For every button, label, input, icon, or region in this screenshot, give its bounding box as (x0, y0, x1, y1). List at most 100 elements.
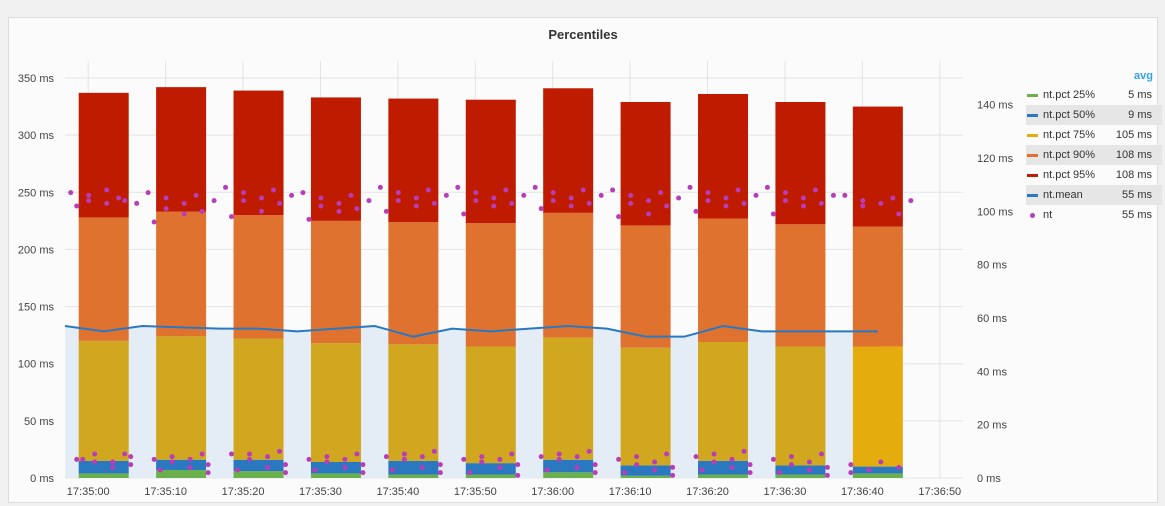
legend-item[interactable]: nt.mean 55 ms (1026, 185, 1162, 205)
nt-point (377, 184, 383, 190)
nt-point (538, 206, 544, 212)
panel-title: Percentiles (548, 27, 618, 42)
nt-point (443, 192, 449, 198)
legend-item[interactable]: nt.pct 90% 108 ms (1026, 145, 1162, 165)
nt-point (431, 200, 437, 206)
bar-segment (388, 460, 439, 475)
bar-segment (78, 473, 129, 478)
nt-point (419, 464, 425, 470)
legend-item-name[interactable]: nt.mean (1043, 189, 1083, 201)
bar-segment (388, 98, 439, 222)
chart-panel: Percentiles 0 ms 50 ms 100 ms 150 ms 200 ms 2… (8, 17, 1162, 503)
x-tick-label: 17:35:20 (222, 486, 265, 498)
legend-item-avg: 5 ms (1128, 89, 1152, 101)
legend-item-name[interactable]: nt.pct 25% (1043, 89, 1095, 101)
nt-point (104, 200, 110, 206)
nt-point (86, 192, 92, 198)
nt-point (241, 190, 247, 196)
legend-item-avg: 108 ms (1115, 169, 1152, 181)
nt-point (532, 184, 538, 190)
legend-item[interactable]: nt.pct 75% 105 ms (1026, 125, 1162, 145)
nt-point (860, 198, 866, 204)
nt-point (395, 190, 401, 196)
nt-point (687, 184, 693, 190)
nt-point (300, 190, 306, 196)
x-tick-label: 17:36:30 (764, 486, 807, 498)
nt-point (800, 203, 806, 209)
y-right-tick-label: 0 ms (977, 473, 1001, 485)
bar-segment (620, 225, 671, 348)
legend-item-name[interactable]: nt.pct 90% (1043, 149, 1095, 161)
x-tick-label: 17:36:10 (609, 486, 652, 498)
bar-segment (543, 459, 594, 473)
nt-point (652, 459, 658, 465)
nt-point (723, 203, 729, 209)
nt-point (782, 190, 788, 196)
bar-segment (698, 342, 749, 461)
legend-item-avg: 105 ms (1115, 129, 1152, 141)
nt-point (247, 456, 253, 462)
nt-point (235, 467, 241, 473)
x-tick-label: 17:36:20 (686, 486, 729, 498)
nt-point (538, 454, 544, 460)
legend-item-avg: 55 ms (1122, 209, 1152, 221)
nt-point (896, 211, 902, 217)
legend-avg-header[interactable]: avg (1134, 70, 1153, 82)
bar-segment (543, 337, 594, 460)
nt-point (878, 459, 884, 465)
bar-segment (852, 226, 903, 347)
legend-swatch (1027, 154, 1038, 157)
bar-segment (310, 462, 361, 474)
nt-point (354, 206, 360, 212)
legend-item-avg: 9 ms (1128, 109, 1152, 121)
nt-point (491, 203, 497, 209)
nt-point (241, 198, 247, 204)
x-tick-label: 17:35:30 (299, 486, 342, 498)
bar-segment (233, 459, 284, 472)
legend-item[interactable]: nt 55 ms (1026, 205, 1162, 225)
nt-point (479, 459, 485, 465)
nt-point (283, 462, 289, 468)
bar-segment (310, 97, 361, 221)
nt-point (896, 464, 902, 470)
legend-item-name[interactable]: nt.pct 75% (1043, 129, 1095, 141)
y-right-tick-label: 120 ms (977, 153, 1014, 165)
nt-point (741, 448, 747, 454)
nt-point (283, 470, 289, 476)
nt-point (711, 451, 717, 457)
nt-point (818, 200, 824, 206)
legend-item-name[interactable]: nt.pct 50% (1043, 109, 1095, 121)
legend-item[interactable]: nt.pct 50% 9 ms (1026, 105, 1162, 125)
bar-segment (78, 92, 129, 218)
legend-item-name[interactable]: nt (1043, 209, 1053, 221)
legend-swatch (1027, 174, 1038, 177)
bar-segment (620, 465, 671, 476)
legend-item-name[interactable]: nt.pct 95% (1043, 169, 1095, 181)
nt-point (104, 187, 110, 193)
legend-item[interactable]: nt.pct 95% 108 ms (1026, 165, 1162, 185)
nt-point (764, 184, 770, 190)
nt-point (80, 456, 86, 462)
nt-point (848, 470, 854, 476)
nt-point (187, 456, 193, 462)
nt-point (729, 456, 735, 462)
nt-point (265, 454, 271, 460)
y-right-tick-label: 20 ms (977, 420, 1007, 432)
nt-point (580, 187, 586, 193)
bar-segment (156, 211, 207, 337)
bar-segment (852, 466, 903, 474)
bar-segment (775, 102, 826, 225)
legend-item[interactable]: nt.pct 25% 5 ms (1026, 85, 1162, 105)
nt-point (157, 467, 163, 473)
nt-point (634, 462, 640, 468)
nt-point (598, 192, 604, 198)
y-left-tick-label: 350 ms (18, 73, 55, 85)
nt-point (586, 448, 592, 454)
nt-point (586, 200, 592, 206)
y-left-tick-label: 50 ms (24, 416, 54, 428)
nt-point (776, 470, 782, 476)
nt-point (128, 454, 134, 460)
bar-segment (775, 465, 826, 475)
bar-segment (698, 460, 749, 475)
nt-point (151, 456, 157, 462)
